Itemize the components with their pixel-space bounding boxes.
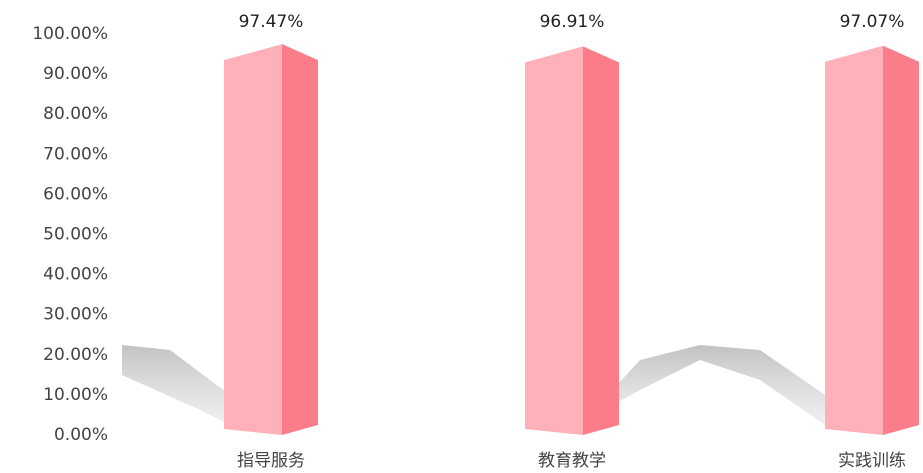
y-tick-label: 10.00% — [43, 385, 108, 405]
bar-side — [282, 44, 318, 436]
x-tick-label: 指导服务 — [237, 451, 305, 471]
y-tick-label: 0.00% — [54, 425, 108, 445]
y-tick-label: 90.00% — [43, 64, 108, 84]
shadow — [585, 345, 825, 425]
bar-side — [583, 46, 619, 435]
x-tick-label: 实践训练 — [838, 451, 906, 471]
y-tick-label: 20.00% — [43, 345, 108, 365]
y-tick-label: 40.00% — [43, 265, 108, 285]
y-tick-label: 50.00% — [43, 225, 108, 245]
y-tick-label: 80.00% — [43, 104, 108, 124]
value-label: 96.91% — [540, 12, 605, 32]
y-tick-label: 100.00% — [32, 24, 108, 44]
y-tick-label: 60.00% — [43, 184, 108, 204]
shadow — [122, 345, 230, 425]
x-tick-label: 教育教学 — [538, 451, 606, 471]
bar-front — [224, 44, 282, 436]
value-label: 97.07% — [840, 12, 905, 32]
value-label: 97.47% — [239, 12, 304, 32]
bar-side — [883, 45, 919, 435]
bar-front — [525, 46, 583, 435]
y-tick-label: 30.00% — [43, 305, 108, 325]
y-tick-label: 70.00% — [43, 144, 108, 164]
bar-front — [825, 45, 883, 435]
